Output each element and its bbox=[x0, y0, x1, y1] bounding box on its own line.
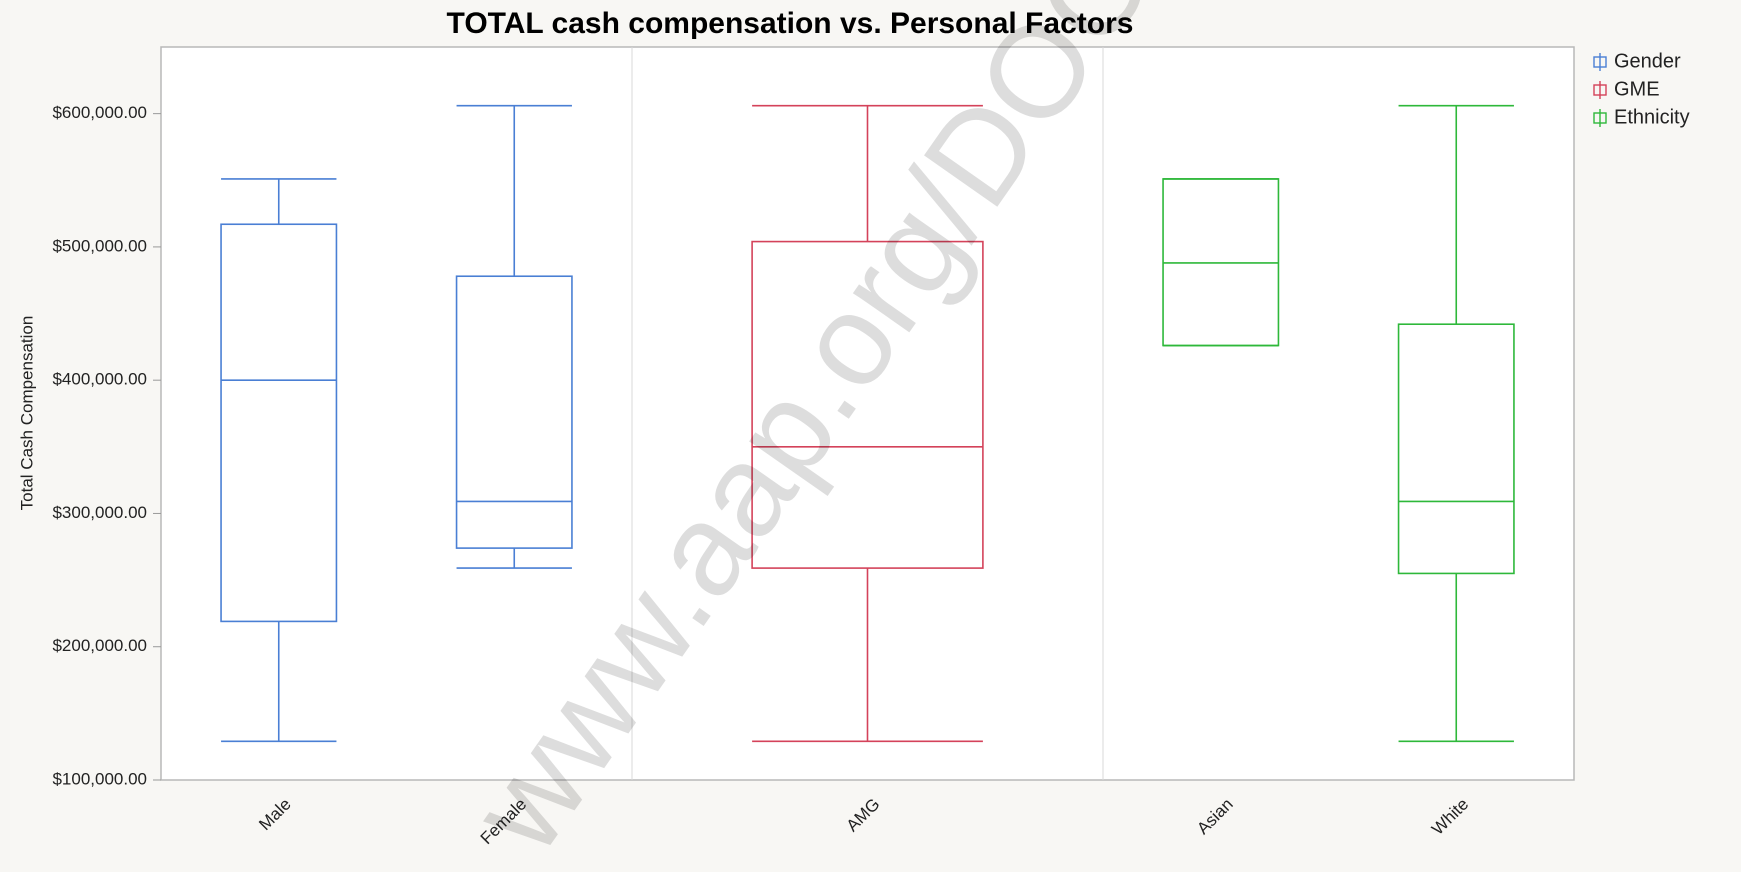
legend-label: Gender bbox=[1614, 50, 1681, 72]
legend-item: GME bbox=[1593, 78, 1660, 100]
y-tick-label: $300,000.00 bbox=[52, 503, 147, 522]
legend-item: Ethnicity bbox=[1593, 106, 1690, 128]
y-tick-label: $600,000.00 bbox=[52, 103, 147, 122]
y-axis-label: Total Cash Compensation bbox=[17, 316, 36, 511]
y-tick-label: $100,000.00 bbox=[52, 769, 147, 788]
box bbox=[751, 240, 984, 569]
box bbox=[1397, 323, 1515, 575]
y-tick-label: $200,000.00 bbox=[52, 636, 147, 655]
chart-title: TOTAL cash compensation vs. Personal Fac… bbox=[447, 7, 1134, 40]
y-tick-label: $500,000.00 bbox=[52, 236, 147, 255]
y-tick-label: $400,000.00 bbox=[52, 370, 147, 389]
legend-label: GME bbox=[1614, 78, 1660, 100]
legend-label: Ethnicity bbox=[1614, 106, 1690, 128]
box bbox=[220, 223, 338, 623]
legend-item: Gender bbox=[1593, 50, 1681, 72]
box bbox=[455, 275, 573, 549]
